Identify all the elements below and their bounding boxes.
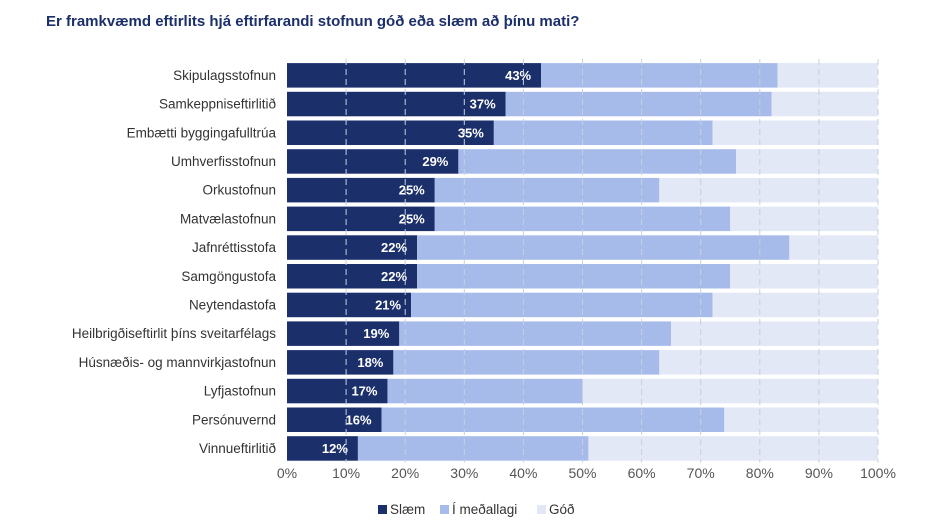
x-tick-label: 90% <box>805 465 833 481</box>
bar-segment <box>287 264 418 289</box>
bar-segment <box>287 120 494 145</box>
grid-lines <box>345 59 879 463</box>
x-tick-label: 80% <box>746 465 774 481</box>
legend-swatch <box>440 505 449 514</box>
legend-label: Í meðallagi <box>452 502 517 517</box>
bar-segment <box>458 149 737 174</box>
bar-segment <box>724 407 878 432</box>
data-label: 29% <box>422 154 448 169</box>
data-label: 37% <box>470 97 496 112</box>
bar-segment <box>287 149 459 174</box>
legend-swatch <box>537 505 546 514</box>
category-label: Heilbrigðiseftirlit þíns sveitarfélags <box>72 326 276 341</box>
category-label: Umhverfisstofnun <box>171 154 276 169</box>
x-tick-label: 30% <box>450 465 478 481</box>
bar-segment <box>287 235 418 260</box>
data-label: 22% <box>381 269 407 284</box>
bar-segment <box>505 91 772 117</box>
data-label: 16% <box>346 412 372 427</box>
bar-segment <box>287 292 412 318</box>
bar-segment <box>393 350 660 375</box>
bar-segment <box>434 177 660 203</box>
category-label: Vinnueftirlitið <box>199 441 276 456</box>
bar-segment <box>287 206 435 232</box>
bar-segment <box>287 91 506 117</box>
bar-segment <box>712 292 878 318</box>
bar-segment <box>381 407 725 432</box>
category-labels: Skipulagsstofnun Samkeppniseftirlitið Embæ… <box>72 68 277 456</box>
chart-title: Er framkvæmd eftirlits hjá eftirfarandi … <box>46 13 580 30</box>
data-label: 18% <box>357 355 383 370</box>
bar-segment <box>411 292 713 318</box>
bar-segment <box>417 235 790 260</box>
category-label: Húsnæðis- og mannvirkjastofnun <box>79 355 276 370</box>
legend: Slæm Í meðallagi Góð <box>378 502 575 517</box>
bar-segment <box>287 378 388 404</box>
data-label: 35% <box>458 125 484 140</box>
x-tick-label: 50% <box>568 465 596 481</box>
bar-segment <box>736 149 878 174</box>
x-tick-label: 10% <box>332 465 360 481</box>
data-label: 21% <box>375 297 401 312</box>
data-label: 25% <box>399 211 425 226</box>
x-tick-label: 0% <box>277 465 297 481</box>
x-tick-label: 70% <box>687 465 715 481</box>
data-label: 19% <box>363 326 389 341</box>
legend-label: Góð <box>549 502 575 517</box>
category-label: Skipulagsstofnun <box>173 68 276 83</box>
category-label: Embætti byggingafulltrúa <box>127 125 277 140</box>
category-label: Orkustofnun <box>202 183 276 198</box>
bar-segment <box>771 91 878 117</box>
bar-segment <box>789 235 878 260</box>
x-tick-label: 60% <box>628 465 656 481</box>
bar-segment <box>659 177 878 203</box>
x-axis-ticks: 0% 10% 20% 30% 40% 50% 60% 70% 80% 90% 100% <box>277 465 896 481</box>
bar-segment <box>287 63 542 88</box>
category-label: Matvælastofnun <box>180 211 276 226</box>
bar-segment <box>399 321 672 346</box>
bar-segment <box>493 120 713 145</box>
category-label: Samkeppniseftirlitið <box>159 97 276 112</box>
bar-segment <box>730 206 878 232</box>
data-label: 43% <box>505 68 531 83</box>
bar-segment <box>659 350 878 375</box>
category-label: Lyfjastofnun <box>204 384 276 399</box>
category-label: Samgöngustofa <box>181 269 276 284</box>
data-label: 12% <box>322 441 348 456</box>
bar-segment <box>541 63 778 88</box>
bar-segment <box>588 436 878 461</box>
data-label: 25% <box>399 183 425 198</box>
data-label: 17% <box>351 384 377 399</box>
bar-segment <box>777 63 878 88</box>
bar-segment <box>387 378 583 404</box>
legend-label: Slæm <box>390 502 425 517</box>
bar-segment <box>730 264 878 289</box>
bars: 43% 37% 35% 29% 25% 25% 22% 22% 21% 19% 18% 17% 16% 1… <box>287 63 878 461</box>
bar-segment <box>287 407 382 432</box>
x-tick-label: 40% <box>509 465 537 481</box>
bar-segment <box>287 321 400 346</box>
category-label: Persónuvernd <box>192 412 276 427</box>
bar-segment <box>582 378 878 404</box>
bar-segment <box>357 436 589 461</box>
bar-segment <box>671 321 878 346</box>
x-tick-label: 100% <box>860 465 896 481</box>
bar-segment <box>712 120 878 145</box>
x-tick-label: 20% <box>391 465 419 481</box>
bar-segment <box>287 177 435 203</box>
legend-swatch <box>378 505 387 514</box>
bar-segment <box>417 264 731 289</box>
bar-segment <box>287 350 394 375</box>
data-label: 22% <box>381 240 407 255</box>
category-label: Neytendastofa <box>189 297 277 312</box>
category-label: Jafnréttisstofa <box>192 240 277 255</box>
